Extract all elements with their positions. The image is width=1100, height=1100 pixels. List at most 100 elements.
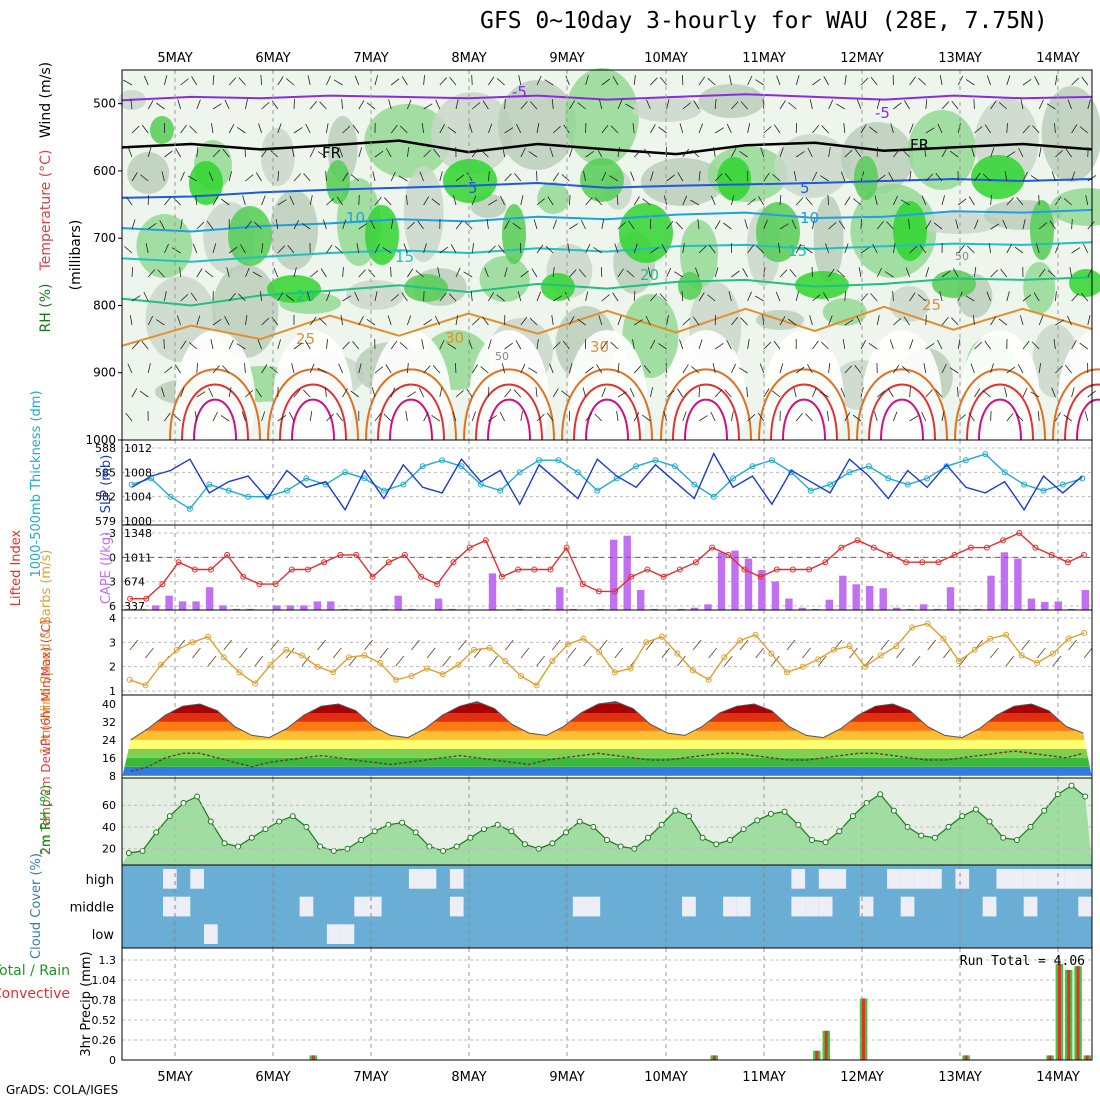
wind-speed-point bbox=[189, 639, 196, 646]
temp2m-axis-label: 2m Temp 2m DewPt (6hr Min/Max) (°C) bbox=[39, 619, 53, 854]
wind-barb bbox=[876, 221, 884, 230]
wind-barb bbox=[731, 148, 737, 158]
wind-barb bbox=[143, 291, 149, 302]
wind-barb bbox=[1022, 125, 1030, 134]
wind-barb bbox=[807, 364, 813, 374]
isotherm-label: 15 bbox=[395, 248, 414, 266]
wind-barb bbox=[535, 387, 538, 398]
precip-conv-bar bbox=[862, 998, 865, 1060]
wind-barb bbox=[189, 342, 198, 350]
wind-speed-point bbox=[783, 669, 790, 676]
wind-barb bbox=[131, 295, 141, 302]
wind-barb bbox=[893, 364, 900, 374]
wind-barb bbox=[925, 220, 932, 230]
wind-barb bbox=[569, 223, 579, 230]
rh-point bbox=[686, 813, 692, 820]
lifted-index-point bbox=[434, 581, 441, 588]
thickness-point bbox=[827, 481, 834, 488]
wind-barb bbox=[482, 316, 489, 326]
wind-barb bbox=[504, 98, 506, 110]
wind-barb bbox=[965, 295, 975, 302]
wind-barb bbox=[691, 149, 700, 158]
wind-barb bbox=[488, 245, 496, 254]
isotherm-lines bbox=[121, 93, 1100, 441]
wind-barb bbox=[707, 294, 716, 302]
lifted-index-point bbox=[919, 559, 926, 566]
wind-barb bbox=[856, 99, 862, 110]
rh2m-plot: 60 40 20 bbox=[102, 777, 1093, 866]
surface-wind-barb bbox=[411, 639, 420, 651]
wind-barb bbox=[1038, 268, 1046, 278]
wind-barb bbox=[447, 343, 457, 350]
wind-barb bbox=[374, 412, 382, 422]
wind-barb bbox=[823, 76, 829, 86]
rh-point bbox=[740, 826, 747, 833]
wind-barb bbox=[1071, 340, 1077, 350]
wind-barb bbox=[617, 363, 620, 374]
thickness-point bbox=[1059, 481, 1066, 488]
wind-barb bbox=[677, 388, 684, 398]
wind-barb bbox=[674, 271, 684, 278]
wind-barb bbox=[255, 172, 262, 182]
wind-barb bbox=[779, 269, 788, 278]
wind-barb bbox=[812, 340, 819, 350]
wind-barb bbox=[401, 292, 408, 302]
lifted-index-point bbox=[806, 566, 813, 573]
cape-axis-label: CAPE (J/kg) bbox=[99, 532, 114, 604]
panel-bg bbox=[122, 525, 1092, 610]
cape-bar bbox=[1041, 602, 1049, 610]
wind-speed-point bbox=[1065, 635, 1072, 642]
wind-barb bbox=[828, 363, 831, 374]
wind-barb bbox=[206, 220, 214, 230]
rh-point bbox=[781, 808, 788, 815]
wind-barb bbox=[212, 365, 220, 374]
wind-barb bbox=[504, 389, 512, 398]
date-label-top: 8MAY bbox=[451, 51, 486, 66]
dry-column bbox=[1058, 330, 1100, 470]
wind-barb bbox=[1022, 340, 1030, 350]
wind-barb bbox=[812, 294, 821, 302]
wind-barb bbox=[244, 362, 246, 374]
wind-barb bbox=[731, 316, 739, 326]
cape-bar bbox=[1014, 558, 1022, 610]
wind-barb bbox=[828, 99, 834, 110]
lifted-index-point bbox=[127, 595, 134, 602]
wind-barb bbox=[919, 244, 927, 254]
surface-wind-barb bbox=[692, 639, 702, 651]
wind-speed-point bbox=[1034, 659, 1041, 666]
precip-conv-bar bbox=[311, 1055, 315, 1060]
wind-barb bbox=[884, 271, 894, 278]
tick-label: -3 bbox=[105, 527, 116, 540]
wind-barb bbox=[336, 412, 343, 422]
wind-barb bbox=[837, 270, 846, 278]
wind-barb bbox=[1004, 387, 1008, 398]
run-total: Run Total = 4.06 bbox=[960, 954, 1085, 969]
wind-speed-point bbox=[283, 646, 290, 653]
lifted-index-point bbox=[143, 595, 150, 602]
wind-barb bbox=[594, 413, 603, 422]
tick-label: 1.04 bbox=[92, 974, 117, 987]
lifted-index-point bbox=[676, 566, 683, 573]
wind-barb bbox=[821, 341, 829, 350]
wind-barb bbox=[714, 127, 724, 134]
rh-point bbox=[972, 806, 979, 813]
cape-bar bbox=[892, 607, 901, 610]
wind-barb bbox=[888, 172, 894, 182]
wind-barb bbox=[585, 150, 595, 158]
wind-barb bbox=[986, 291, 991, 302]
wind-barb bbox=[529, 317, 538, 326]
date-axis-bottom: 5MAY 6MAY 7MAY 8MAY 9MAY 10MAY 11MAY 12MAY 13MAY… bbox=[157, 1070, 1080, 1085]
wind-speed-point bbox=[314, 663, 321, 670]
wind-barb bbox=[982, 390, 991, 398]
wind-barb bbox=[650, 293, 658, 302]
wind-barb bbox=[941, 195, 945, 206]
wind-barb bbox=[1038, 222, 1048, 230]
wind-barb bbox=[212, 243, 217, 254]
tick-label: 40 bbox=[102, 698, 116, 711]
thickness-point bbox=[633, 463, 640, 470]
wind-barb bbox=[633, 196, 640, 206]
thickness-point bbox=[865, 463, 872, 470]
cape-bar bbox=[812, 608, 820, 610]
wind10m-axis-label: 10m Wind Speed & Barbs (m/s) bbox=[39, 550, 54, 755]
wind-barb bbox=[455, 267, 461, 278]
